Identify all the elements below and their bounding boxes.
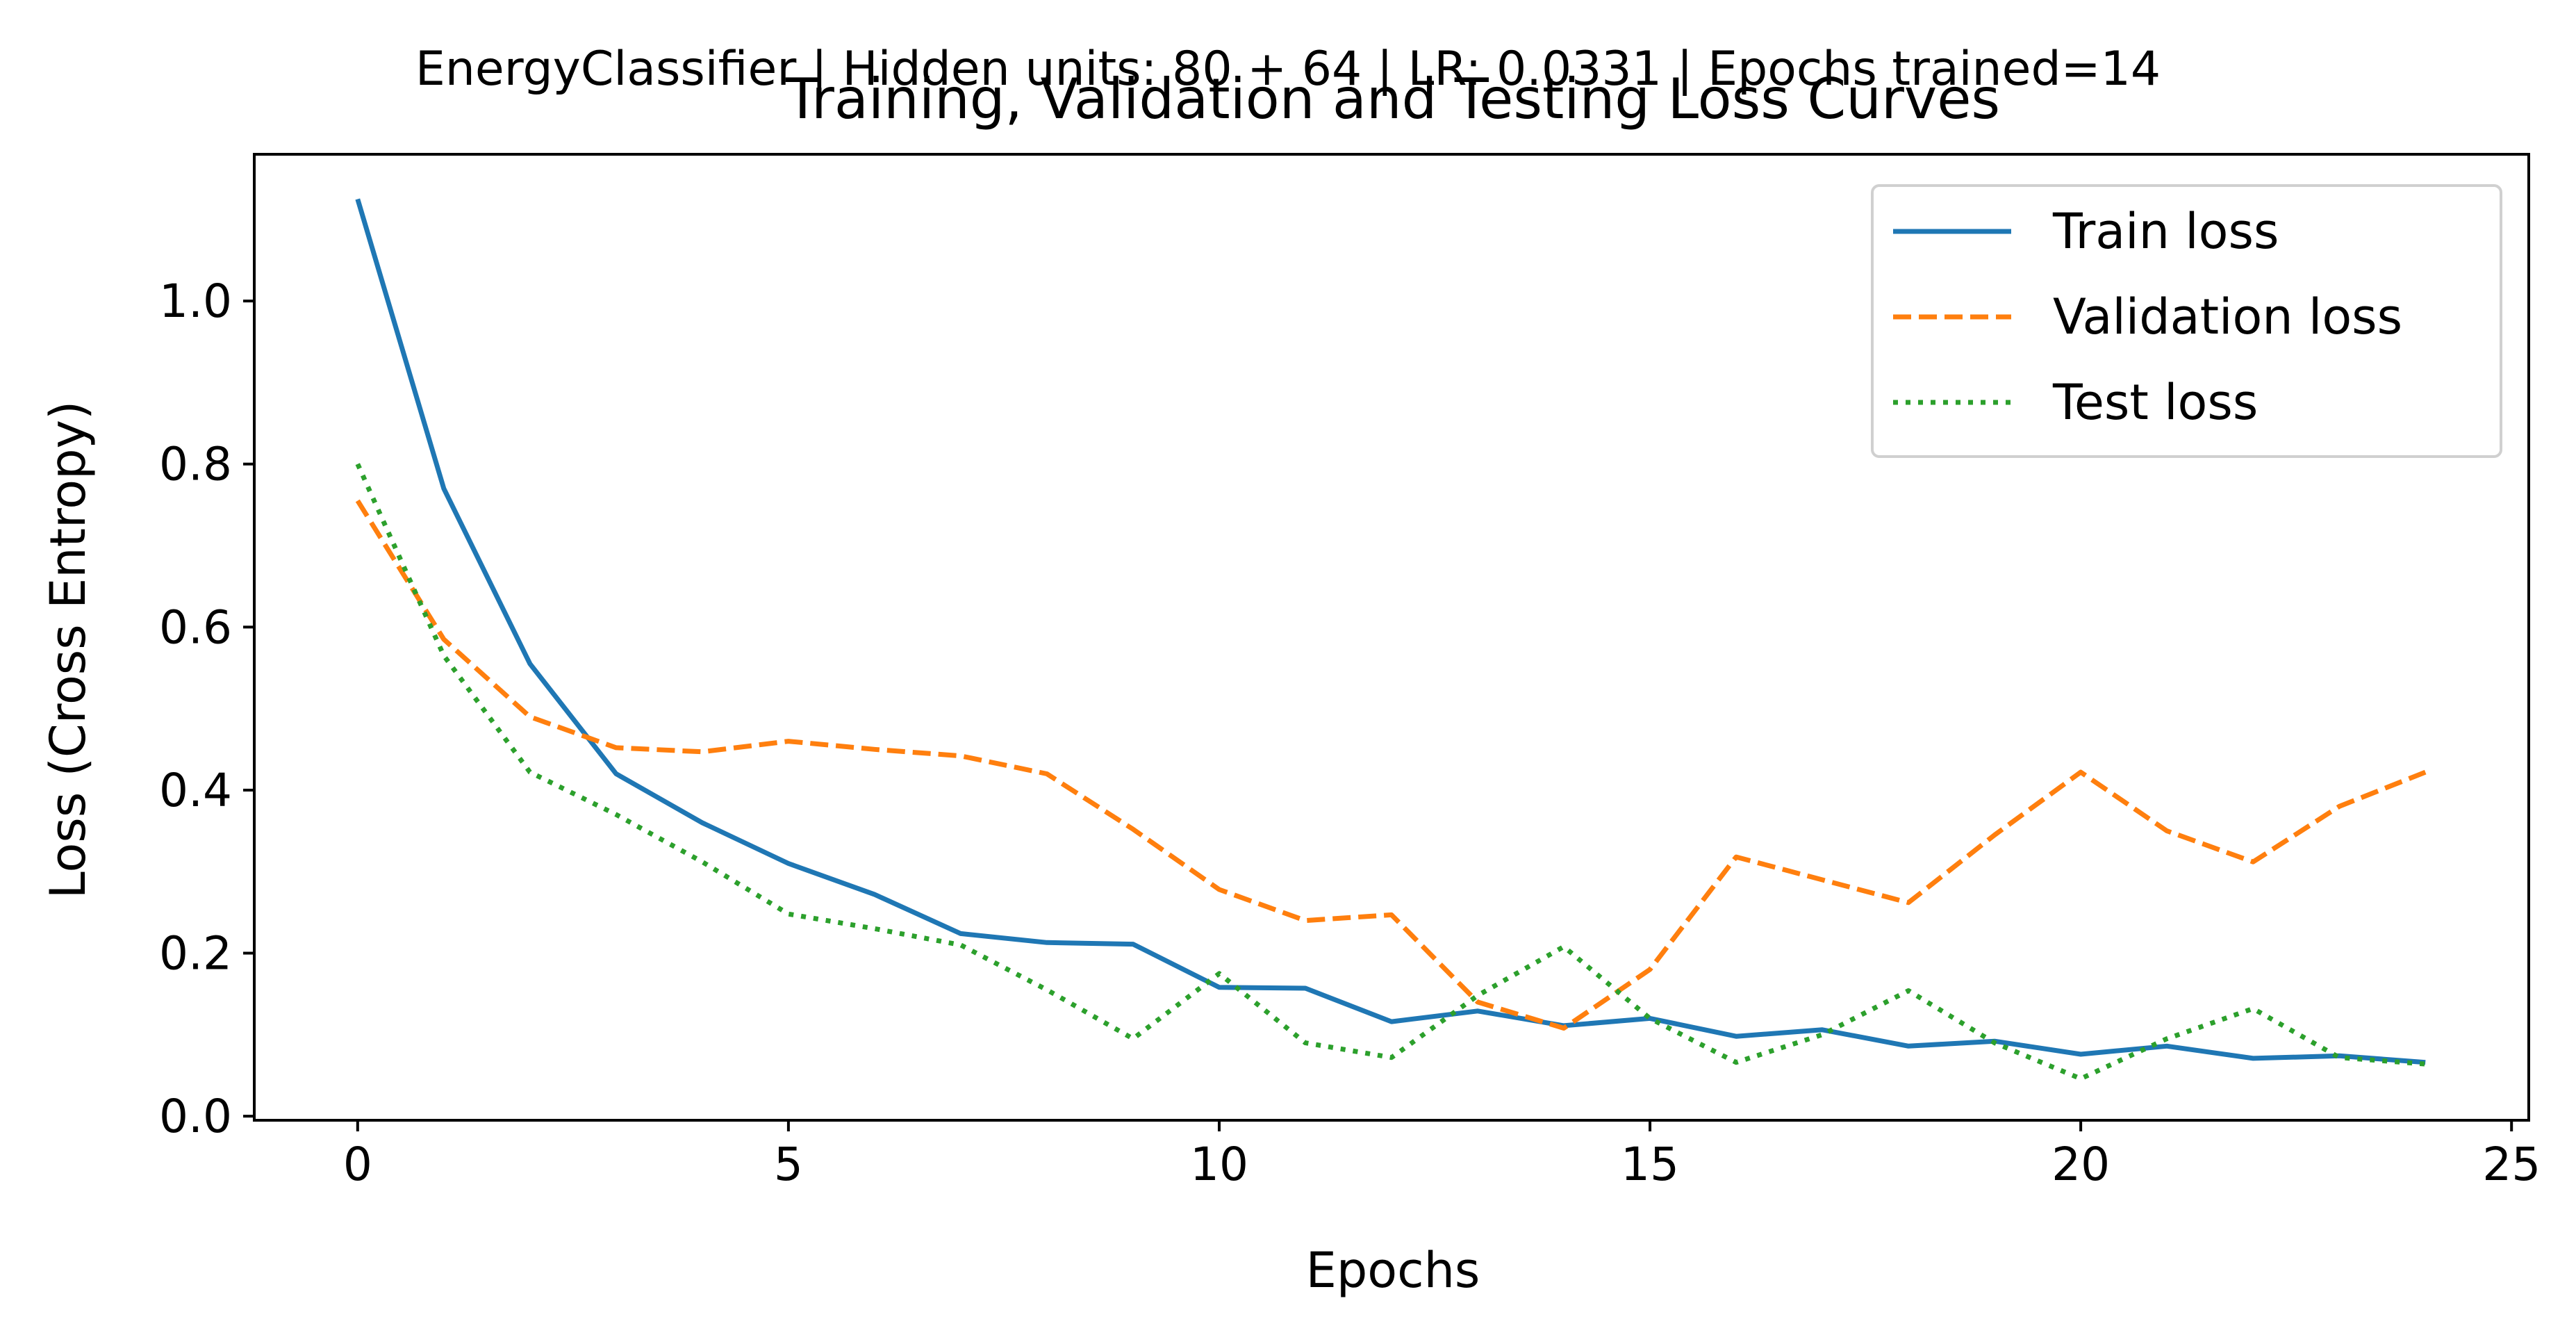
chart-suptitle: EnergyClassifier | Hidden units: 80 + 64…	[415, 42, 2161, 97]
plot-frame	[253, 153, 2530, 1122]
legend-label-train: Train loss	[2052, 203, 2279, 260]
x-axis-label: Epochs	[1306, 1242, 1480, 1299]
y-tick-label: 0.0	[159, 1090, 232, 1143]
y-tick-label: 0.4	[159, 764, 232, 817]
x-tick-label: 15	[1621, 1138, 1679, 1191]
plot-area: 0 5 10 15 20 25 0.0 0.2 0.4 0.6 0.8 1.0	[159, 153, 2541, 1191]
x-tick-label: 20	[2051, 1138, 2110, 1191]
x-tick-label: 10	[1190, 1138, 1248, 1191]
legend: Train loss Validation loss Test loss	[1871, 184, 2502, 458]
legend-box	[1871, 184, 2502, 458]
x-tick-label: 5	[774, 1138, 803, 1191]
legend-label-test: Test loss	[2052, 374, 2258, 431]
y-tick-label: 1.0	[159, 275, 232, 328]
y-tick-label: 0.8	[159, 438, 232, 491]
chart-title: Training, Validation and Testing Loss Cu…	[785, 67, 2000, 131]
x-tick-label: 25	[2482, 1138, 2541, 1191]
y-axis-label: Loss (Cross Entropy)	[40, 401, 97, 899]
series-line-2	[355, 463, 2426, 1081]
series-line-1	[355, 499, 2427, 1031]
series-line-0	[355, 198, 2426, 1065]
legend-label-validation: Validation loss	[2053, 288, 2402, 345]
y-tick-label: 0.6	[159, 600, 232, 654]
y-tick-label: 0.2	[159, 927, 232, 981]
x-tick-label: 0	[343, 1138, 372, 1191]
